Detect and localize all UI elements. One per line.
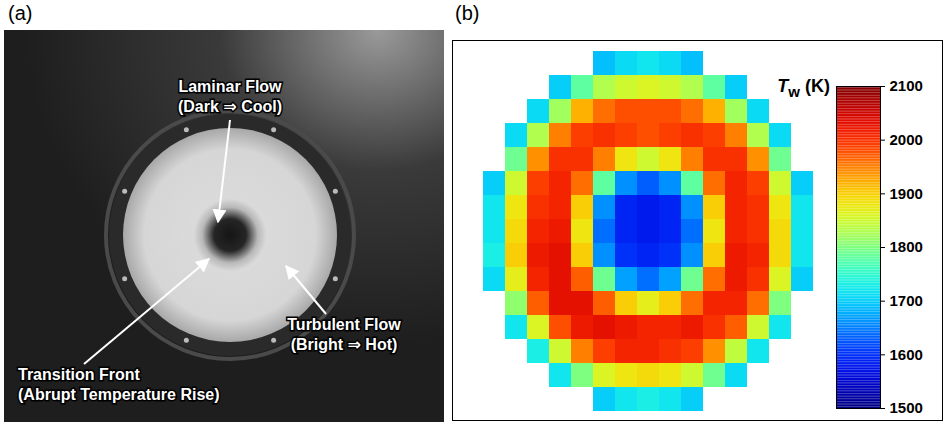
html-text:(b): (b) [455,2,480,24]
svg-text:1800: 1800 [890,238,923,255]
svg-text:2100: 2100 [890,78,923,94]
svg-text:(Dark ⇒ Cool): (Dark ⇒ Cool) [178,98,282,115]
svg-text:(Bright ⇒ Hot): (Bright ⇒ Hot) [291,336,398,353]
svg-text:1600: 1600 [890,346,923,363]
svg-text:2000: 2000 [890,131,923,148]
svg-text:1900: 1900 [890,185,923,202]
html-text:Tw(K): Tw(K) [777,76,830,100]
html-text:(a): (a) [8,2,33,24]
svg-text:1700: 1700 [890,292,923,309]
svg-text:Transition Front: Transition Front [18,366,140,383]
svg-text:(Abrupt Temperature Rise): (Abrupt Temperature Rise) [18,386,220,403]
svg-text:Laminar Flow: Laminar Flow [178,78,282,95]
svg-text:1500: 1500 [890,399,923,416]
svg-text:Turbulent Flow: Turbulent Flow [287,316,401,333]
